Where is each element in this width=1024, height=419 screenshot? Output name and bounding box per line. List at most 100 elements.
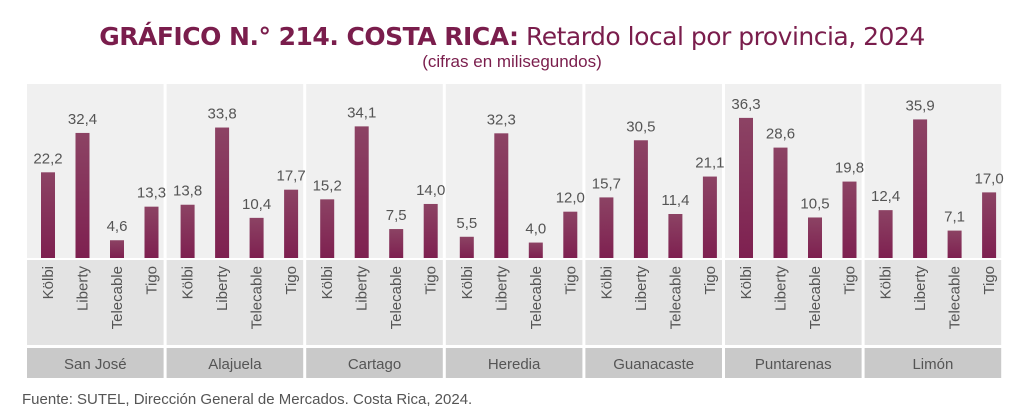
provider-label: Liberty: [493, 266, 510, 312]
data-label: 4,6: [107, 218, 128, 235]
bar: [423, 203, 438, 258]
provider-label: Kölbi: [878, 266, 895, 299]
data-label: 15,2: [313, 177, 342, 194]
provider-label: Tigo: [842, 266, 859, 295]
provider-label-panel-0: [27, 260, 164, 345]
provider-label: Kölbi: [459, 266, 476, 299]
data-label: 36,3: [731, 96, 760, 113]
data-label: 10,5: [800, 195, 829, 212]
provider-label-panel-1: [166, 260, 304, 345]
data-label: 13,3: [137, 185, 166, 202]
data-label: 10,4: [242, 196, 271, 213]
bar: [563, 211, 578, 258]
data-label: 7,5: [386, 207, 407, 224]
data-label: 22,2: [33, 150, 62, 167]
province-box-4: [585, 348, 722, 378]
provider-label: Kölbi: [598, 266, 615, 299]
provider-label: Telecable: [528, 266, 545, 329]
provider-label-panel-3: [445, 260, 583, 345]
province-box-2: [306, 348, 443, 378]
province-label: Guanacaste: [613, 356, 694, 373]
province-label: Heredia: [488, 356, 541, 373]
bar: [982, 192, 997, 258]
provider-label: Telecable: [388, 266, 405, 329]
provider-label: Tigo: [144, 266, 161, 295]
provider-label-panel-5: [725, 260, 862, 345]
bar: [459, 236, 474, 258]
bar: [144, 206, 159, 258]
provider-label: Tigo: [562, 266, 579, 295]
bar: [354, 126, 369, 259]
province-label: Alajuela: [208, 356, 262, 373]
bar: [389, 229, 404, 258]
data-label: 30,5: [626, 118, 655, 135]
province-label: San José: [64, 356, 127, 373]
bar: [320, 199, 335, 258]
provider-label: Telecable: [249, 266, 266, 329]
bar: [702, 176, 717, 258]
province-box-5: [725, 348, 862, 378]
provider-label-panel-2: [306, 260, 443, 345]
bar: [808, 217, 822, 258]
province-box-6: [864, 348, 1002, 378]
data-label: 28,6: [766, 126, 795, 143]
plot-panel-3: [445, 84, 583, 258]
chart-title-bold: GRÁFICO N.° 214. COSTA RICA:: [99, 22, 519, 51]
provider-label: Telecable: [667, 266, 684, 329]
bar: [215, 127, 230, 258]
data-label: 32,4: [68, 111, 97, 128]
bar: [739, 117, 753, 258]
chart-title-rest: Retardo local por provincia, 2024: [518, 22, 925, 51]
source-note: Fuente: SUTEL, Dirección General de Merc…: [22, 391, 473, 408]
provider-label-panel-4: [585, 260, 722, 345]
data-label: 32,3: [487, 111, 516, 128]
provider-label: Tigo: [283, 266, 300, 295]
provider-label: Tigo: [423, 266, 440, 295]
bar: [599, 197, 614, 258]
province-label: Puntarenas: [755, 356, 832, 373]
data-label: 17,7: [276, 168, 305, 185]
data-label: 11,4: [661, 192, 689, 209]
provider-label: Telecable: [947, 266, 964, 329]
bar: [913, 119, 928, 259]
province-label: Cartago: [348, 356, 401, 373]
provider-label: Liberty: [75, 266, 92, 312]
province-label: Limón: [912, 356, 953, 373]
bar: [878, 210, 893, 258]
province-box-1: [166, 348, 304, 378]
provider-label: Liberty: [773, 266, 790, 312]
provider-label-panel-6: [864, 260, 1002, 345]
provider-label: Telecable: [807, 266, 824, 329]
provider-label: Liberty: [912, 266, 929, 312]
bar: [284, 189, 299, 258]
chart-subtitle: (cifras en milisegundos): [422, 52, 602, 71]
data-label: 4,0: [525, 221, 546, 238]
provider-label: Liberty: [214, 266, 231, 312]
bar: [528, 242, 543, 258]
province-box-0: [27, 348, 164, 378]
bar: [947, 230, 962, 258]
data-label: 21,1: [695, 155, 724, 172]
bar: [668, 213, 683, 258]
data-label: 12,0: [556, 190, 585, 207]
bar: [41, 172, 55, 258]
data-label: 34,1: [347, 104, 376, 121]
bar: [842, 181, 857, 258]
data-label: 13,8: [173, 183, 202, 200]
data-label: 17,0: [974, 170, 1003, 187]
province-box-3: [445, 348, 583, 378]
data-label: 7,1: [944, 209, 965, 226]
data-label: 12,4: [871, 188, 900, 205]
provider-label: Kölbi: [180, 266, 197, 299]
provider-label: Kölbi: [40, 266, 57, 299]
bar: [180, 204, 195, 258]
bar: [75, 132, 90, 258]
provider-label: Kölbi: [738, 266, 755, 299]
provider-label: Kölbi: [319, 266, 336, 299]
provider-label: Liberty: [354, 266, 371, 312]
bar: [494, 133, 509, 258]
data-label: 15,7: [592, 175, 621, 192]
chart-title: GRÁFICO N.° 214. COSTA RICA: Retardo loc…: [0, 22, 1024, 51]
provider-label: Telecable: [109, 266, 126, 329]
